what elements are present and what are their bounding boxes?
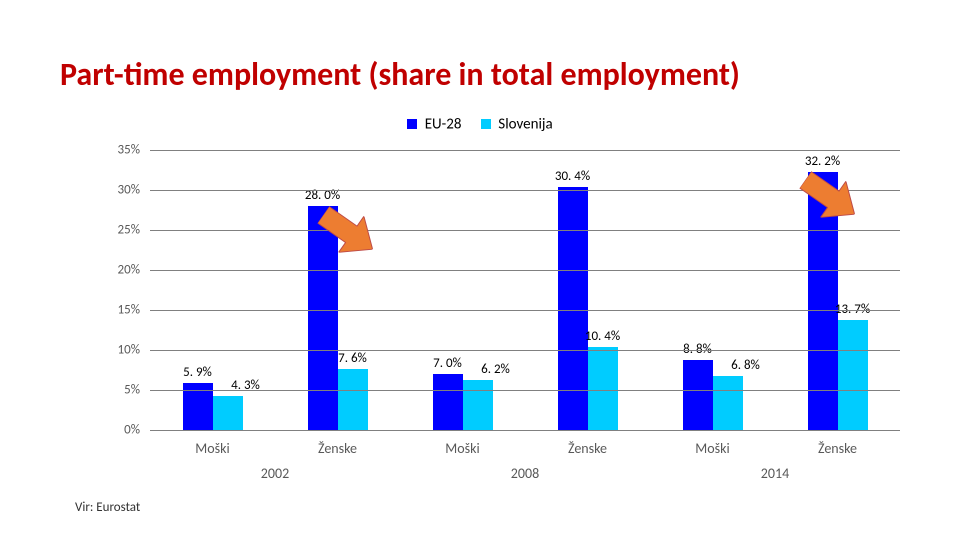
x-category-label: Moški [445, 440, 479, 457]
grid-line [150, 270, 900, 271]
bar-si [713, 376, 743, 430]
legend-item-eu: EU-28 [407, 115, 461, 133]
value-label: 7. 6% [338, 351, 367, 366]
bar-si [213, 396, 243, 430]
bar-eu [558, 187, 588, 430]
grid-line [150, 350, 900, 351]
x-category-label: Ženske [818, 440, 857, 457]
value-label: 30. 4% [555, 169, 590, 184]
legend-item-si: Slovenija [481, 115, 553, 133]
bar-si [463, 380, 493, 430]
y-tick-label: 35% [95, 143, 140, 158]
plot-area: 5. 9%4. 3%28. 0%7. 6%7. 0%6. 2%30. 4%10.… [150, 150, 900, 430]
y-tick-label: 25% [95, 223, 140, 238]
grid-line [150, 310, 900, 311]
x-category-label: Moški [195, 440, 229, 457]
x-year-label: 2002 [261, 465, 289, 482]
value-label: 10. 4% [585, 329, 620, 344]
y-tick-label: 0% [95, 423, 140, 438]
x-year-label: 2008 [511, 465, 539, 482]
x-category-label: Moški [695, 440, 729, 457]
bar-eu [308, 206, 338, 430]
legend-swatch-eu [407, 119, 417, 129]
grid-line [150, 430, 900, 431]
bar-si [588, 347, 618, 430]
bars-layer: 5. 9%4. 3%28. 0%7. 6%7. 0%6. 2%30. 4%10.… [150, 150, 900, 430]
bar-si [338, 369, 368, 430]
y-tick-label: 30% [95, 183, 140, 198]
source-text: Vir: Eurostat [75, 500, 140, 515]
value-label: 32. 2% [805, 154, 840, 169]
y-tick-label: 15% [95, 303, 140, 318]
y-tick-label: 10% [95, 343, 140, 358]
y-tick-label: 20% [95, 263, 140, 278]
grid-line [150, 230, 900, 231]
bar-eu [808, 172, 838, 430]
grid-line [150, 390, 900, 391]
value-label: 6. 8% [731, 358, 760, 373]
legend-label-eu: EU-28 [425, 115, 462, 133]
bar-eu [433, 374, 463, 430]
value-label: 6. 2% [481, 362, 510, 377]
grid-line [150, 150, 900, 151]
value-label: 7. 0% [433, 356, 462, 371]
bar-si [838, 320, 868, 430]
x-year-label: 2014 [761, 465, 789, 482]
legend-swatch-si [481, 119, 491, 129]
legend-label-si: Slovenija [498, 115, 552, 133]
y-tick-label: 5% [95, 383, 140, 398]
bar-eu [683, 360, 713, 430]
page-title: Part-time employment (share in total emp… [60, 55, 740, 94]
x-category-label: Ženske [318, 440, 357, 457]
chart-legend: EU-28 Slovenija [0, 115, 960, 133]
value-label: 5. 9% [183, 365, 212, 380]
bar-chart: 5. 9%4. 3%28. 0%7. 6%7. 0%6. 2%30. 4%10.… [100, 150, 900, 430]
x-category-label: Ženske [568, 440, 607, 457]
grid-line [150, 190, 900, 191]
